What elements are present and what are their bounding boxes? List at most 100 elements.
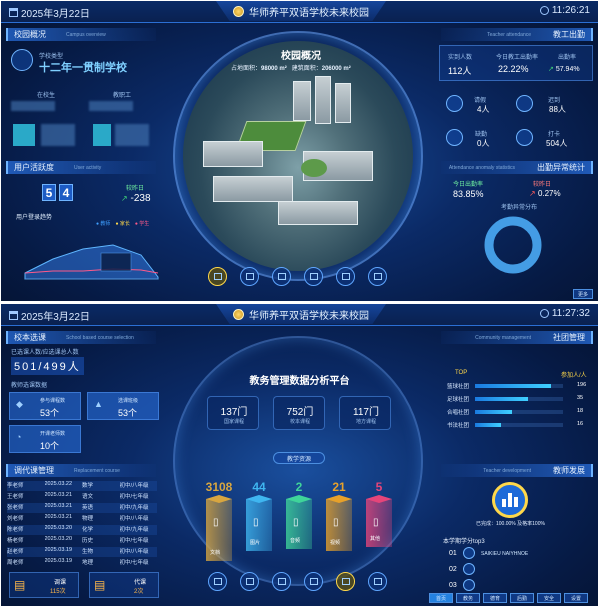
platform-ring bbox=[173, 336, 423, 586]
resource-prism[interactable]: ▯ bbox=[366, 495, 392, 547]
center-title: 校园概况 bbox=[281, 51, 321, 62]
section-title: 教师发展 bbox=[553, 466, 585, 475]
resource-prism[interactable]: ▯ bbox=[246, 495, 272, 551]
stat-card-value: 10个 bbox=[40, 441, 60, 451]
swap-value: 115次 bbox=[50, 589, 66, 595]
nav-button-6[interactable] bbox=[368, 267, 387, 286]
activity-digit: 4 bbox=[59, 184, 73, 201]
kpi-label: 国家课程 bbox=[223, 419, 244, 425]
trend-up-icon: ↗ bbox=[121, 194, 128, 203]
staff-attendance-header: Teacher attendance 教工出勤 bbox=[441, 28, 593, 41]
top-bar: 2025年3月22日 华师养平双语学校未来校园 11:27:32 bbox=[1, 304, 598, 326]
more-button[interactable]: 更多 bbox=[573, 289, 593, 299]
tab-4[interactable]: 安全 bbox=[537, 593, 561, 603]
legend-label: 家长 bbox=[119, 221, 130, 227]
donut-title: 考勤异常分布 bbox=[501, 205, 538, 211]
nav-icon bbox=[341, 578, 350, 585]
section-title: 调代课管理 bbox=[14, 466, 54, 475]
tab-1[interactable]: 教务 bbox=[456, 593, 480, 603]
kpi-card: 752门 校本课程 bbox=[273, 396, 325, 430]
school-emblem-icon bbox=[233, 5, 244, 17]
calendar-icon bbox=[9, 311, 18, 320]
login-compare-value: -238 bbox=[130, 193, 151, 204]
absent-label: 缺勤 bbox=[475, 132, 488, 138]
table-row[interactable]: 杨老师 2025.03.20 历史 初中/七年级 bbox=[7, 536, 157, 546]
school-type-label: 学校类型 bbox=[39, 54, 64, 60]
nav-button-5[interactable] bbox=[336, 572, 355, 591]
swap-count-card: ▤ 调课 115次 bbox=[9, 572, 79, 598]
campus-overview-header: 校园概况 Campus overview bbox=[6, 28, 156, 41]
donut-ring bbox=[484, 216, 542, 274]
nav-button-6[interactable] bbox=[368, 572, 387, 591]
absent-value: 0人 bbox=[477, 139, 490, 148]
section-subtitle: Community management bbox=[475, 334, 531, 341]
table-row[interactable]: 周老师 2025.03.19 地理 初中/七年级 bbox=[7, 558, 157, 568]
table-row[interactable]: 刘老师 2025.03.21 物理 初中/八年级 bbox=[7, 514, 157, 524]
nav-button-1[interactable] bbox=[208, 267, 227, 286]
icon-bar bbox=[508, 493, 512, 507]
login-trend-chart bbox=[24, 244, 159, 280]
tab-5[interactable]: 设置 bbox=[564, 593, 588, 603]
resource-tab[interactable]: 教学资源 bbox=[273, 452, 325, 464]
table-row[interactable]: 王老师 2025.03.21 语文 初中/七年级 bbox=[7, 492, 157, 502]
resource-label: 视频 bbox=[330, 540, 341, 546]
stat-card-label: 开课老师数 bbox=[40, 431, 66, 437]
table-cell: 初中/七年级 bbox=[119, 560, 149, 566]
teacher-area bbox=[24, 244, 159, 280]
book-icon: ▤ bbox=[94, 578, 106, 592]
area-label: 占地面积： bbox=[231, 66, 262, 72]
page-title: 华师养平双语学校未来校园 bbox=[216, 1, 386, 21]
nav-icon bbox=[213, 578, 222, 585]
late-icon bbox=[516, 95, 533, 112]
resource-label: 音频 bbox=[290, 538, 301, 544]
resource-prism[interactable]: ▯ bbox=[206, 495, 232, 561]
rate2-label: 出勤率 bbox=[558, 55, 577, 61]
tab-0[interactable]: 首页 bbox=[429, 593, 453, 603]
nav-button-4[interactable] bbox=[304, 267, 323, 286]
stat-card-label: 参与课程数 bbox=[40, 398, 66, 404]
late-value: 88人 bbox=[549, 105, 566, 114]
trend-legend: ● 教师 ● 家长 ● 学生 bbox=[96, 220, 149, 227]
stat-card-label: 选课班级 bbox=[118, 398, 139, 404]
nav-button-3[interactable] bbox=[272, 267, 291, 286]
nav-button-1[interactable] bbox=[208, 572, 227, 591]
prism-cap bbox=[326, 495, 352, 503]
resource-prism[interactable]: ▯ bbox=[326, 495, 352, 551]
club-bar-track bbox=[475, 397, 563, 401]
resource-prism[interactable]: ▯ bbox=[286, 495, 312, 549]
table-cell: 杨老师 bbox=[7, 538, 24, 544]
table-cell: 初中/八年级 bbox=[119, 483, 149, 489]
prism-cap bbox=[206, 495, 232, 503]
tab-2[interactable]: 德育 bbox=[483, 593, 507, 603]
table-row[interactable]: 李老师 2025.03.22 数学 初中/八年级 bbox=[7, 481, 157, 491]
table-cell: 张老师 bbox=[7, 505, 24, 511]
building bbox=[293, 81, 311, 121]
expected-value: 112人 bbox=[448, 66, 472, 76]
prism-body bbox=[286, 499, 312, 549]
table-cell: 陈老师 bbox=[7, 527, 24, 533]
resource-count: 21 bbox=[332, 480, 346, 494]
table-row[interactable]: 赵老师 2025.03.19 生物 初中/八年级 bbox=[7, 547, 157, 557]
resource-count: 3108 bbox=[205, 480, 233, 494]
club-name: 书法社团 bbox=[447, 423, 470, 429]
nav-button-2[interactable] bbox=[240, 572, 259, 591]
building bbox=[203, 141, 263, 167]
blurred-value bbox=[89, 101, 133, 111]
rate2: ↗ 57.94% bbox=[548, 65, 580, 73]
table-row[interactable]: 张老师 2025.03.21 英语 初中/九年级 bbox=[7, 503, 157, 513]
nav-icon bbox=[309, 273, 318, 280]
tab-3[interactable]: 后勤 bbox=[510, 593, 534, 603]
trend-up-icon: ↗ bbox=[529, 189, 536, 198]
nav-button-5[interactable] bbox=[336, 267, 355, 286]
campus-aerial-image bbox=[183, 41, 413, 271]
nav-button-3[interactable] bbox=[272, 572, 291, 591]
prism-body bbox=[326, 499, 352, 551]
nav-button-4[interactable] bbox=[304, 572, 323, 591]
table-cell: 初中/七年级 bbox=[119, 538, 149, 544]
table-row[interactable]: 陈老师 2025.03.20 化学 初中/九年级 bbox=[7, 525, 157, 535]
avatar bbox=[463, 547, 475, 559]
club-name: 篮球社团 bbox=[447, 384, 470, 390]
nav-button-2[interactable] bbox=[240, 267, 259, 286]
community-header: Community management 社团管理 bbox=[441, 331, 593, 344]
nav-icon bbox=[213, 273, 222, 280]
